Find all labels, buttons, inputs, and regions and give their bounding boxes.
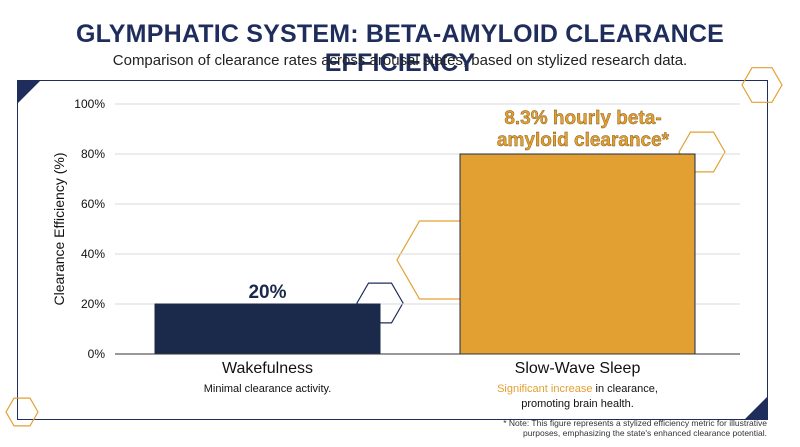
sleep-description-highlight: Significant increase [497,383,593,395]
decor-hexagon-top-right [741,67,783,103]
y-tick-label: 80% [81,147,105,161]
y-tick-label: 20% [81,297,105,311]
footnote: * Note: This figure represents a stylize… [503,418,767,438]
decor-hexagon-small [356,282,404,324]
bar-wakefulness [154,303,381,355]
corner-triangle-top-left [17,80,41,104]
sleep-description-text-2: promoting brain health. [521,398,634,410]
y-tick-label: 60% [81,197,105,211]
corner-triangle-bottom-right [744,396,768,420]
data-label-slow-wave-sleep-line: amyloid clearance* [497,130,670,151]
bar-slow-wave-sleep [459,153,696,355]
sleep-description: Significant increase in clearance, promo… [458,382,698,412]
y-axis-label: Clearance Efficiency (%) [51,152,67,305]
y-tick-label: 0% [88,347,106,361]
category-label-slow-wave-sleep: Slow-Wave Sleep [514,360,641,377]
chart-subtitle: Comparison of clearance rates across aro… [112,52,688,69]
data-label-wakefulness: 20% [248,282,286,303]
data-label-slow-wave-sleep-line: 8.3% hourly beta- [504,108,661,129]
wakefulness-description: Minimal clearance activity. [203,383,332,395]
decor-hexagon-right [678,131,726,173]
decor-hexagon-bottom-left [5,397,39,427]
chart-frame [17,80,768,420]
y-tick-label: 40% [81,247,105,261]
category-label-wakefulness: Wakefulness [222,360,313,377]
sleep-description-text-1: in clearance, [592,383,658,395]
chart-title: GLYMPHATIC SYSTEM: BETA-AMYLOID CLEARANC… [75,20,725,77]
y-tick-label: 100% [74,97,105,111]
